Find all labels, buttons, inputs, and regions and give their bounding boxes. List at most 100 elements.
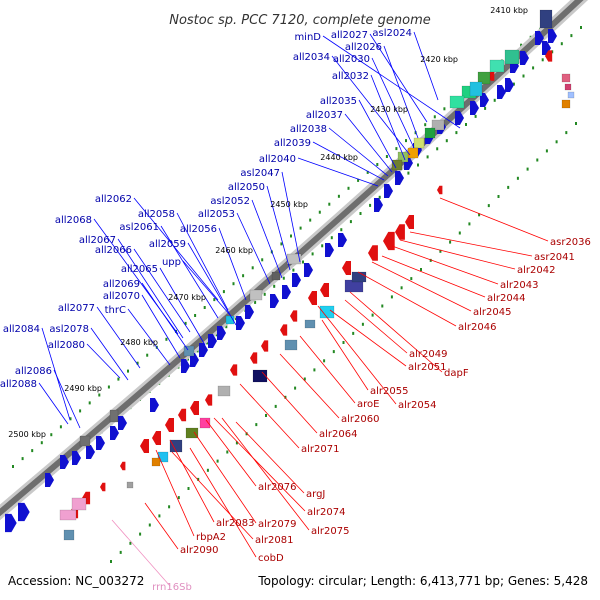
scale-dot-outer bbox=[251, 266, 254, 270]
reverse-gene-leader bbox=[193, 431, 257, 524]
forward-gene-leader bbox=[182, 260, 231, 316]
scale-dot-inner bbox=[110, 560, 112, 563]
reverse-gene-leader bbox=[279, 353, 340, 419]
gene-feature-block bbox=[169, 439, 183, 453]
gene-feature-block bbox=[351, 271, 367, 283]
reverse-gene-leader bbox=[171, 451, 254, 540]
reverse-gene-leader bbox=[329, 309, 407, 367]
forward-gene-label-all2067: all2067 bbox=[79, 235, 116, 246]
scale-dot-mid bbox=[349, 220, 352, 224]
scale-dot-inner bbox=[458, 231, 461, 235]
reverse-gene-arrow bbox=[205, 394, 213, 406]
scale-dot-inner bbox=[555, 140, 558, 144]
scale-dot-mid bbox=[570, 34, 573, 38]
forward-gene-arrow bbox=[395, 171, 404, 185]
gene-feature-block bbox=[199, 417, 211, 429]
gene-feature-block bbox=[319, 305, 335, 319]
forward-gene-arrow bbox=[217, 326, 226, 340]
forward-gene-arrow bbox=[236, 316, 245, 330]
scale-dot-inner bbox=[235, 441, 238, 445]
leader-layer bbox=[38, 31, 549, 587]
gene-feature-block bbox=[539, 9, 553, 29]
forward-gene-label-all2068: all2068 bbox=[55, 215, 92, 226]
scale-dot-mid bbox=[445, 139, 448, 143]
forward-gene-label-thrc: thrC bbox=[105, 305, 126, 316]
reverse-gene-leader bbox=[169, 439, 215, 523]
forward-gene-leader bbox=[331, 55, 411, 156]
forward-gene-label-all2062: all2062 bbox=[95, 194, 132, 205]
scale-dot-outer bbox=[290, 234, 292, 238]
scale-dot-outer bbox=[40, 441, 43, 445]
kbp-tick-2430-kbp: 2430 kbp bbox=[370, 105, 408, 114]
scale-dot-outer bbox=[127, 369, 129, 373]
forward-gene-leader bbox=[218, 227, 247, 301]
forward-gene-arrow bbox=[384, 184, 393, 198]
reverse-gene-leader bbox=[409, 231, 533, 257]
forward-gene-arrow bbox=[96, 436, 105, 450]
reverse-gene-label-alr2049: alr2049 bbox=[409, 349, 447, 360]
scale-dot-inner bbox=[429, 258, 432, 262]
forward-gene-arrow bbox=[374, 198, 383, 212]
reverse-gene-leader bbox=[299, 335, 356, 404]
scale-dot-inner bbox=[313, 368, 316, 372]
forward-gene-label-all2035: all2035 bbox=[320, 96, 357, 107]
scale-dot-outer bbox=[194, 314, 197, 317]
forward-gene-label-all2069: all2069 bbox=[103, 279, 140, 290]
forward-gene-label-all2088: all2088 bbox=[0, 379, 37, 390]
forward-gene-arrow bbox=[505, 78, 514, 92]
scale-dot-inner bbox=[332, 350, 335, 354]
scale-dot-inner bbox=[487, 204, 490, 208]
scale-dot-inner bbox=[545, 149, 548, 153]
scale-dot-inner bbox=[139, 532, 142, 536]
reverse-gene-leader bbox=[391, 245, 499, 285]
forward-gene-label-all2086: all2086 bbox=[15, 366, 52, 377]
scale-dot-mid bbox=[532, 66, 535, 70]
scale-dot-outer bbox=[328, 202, 331, 206]
scale-dot-inner bbox=[449, 240, 452, 244]
reverse-gene-label-alr2054: alr2054 bbox=[398, 400, 436, 411]
feature-layer bbox=[5, 9, 575, 541]
scale-dot-inner bbox=[400, 286, 403, 290]
reverse-gene-arrow bbox=[190, 401, 199, 415]
kbp-tick-2450-kbp: 2450 kbp bbox=[270, 200, 308, 209]
reverse-gene-label-dapf: dapF bbox=[444, 368, 469, 379]
reverse-gene-leader bbox=[344, 299, 408, 354]
reverse-gene-arrow bbox=[140, 439, 149, 453]
scale-dot-inner bbox=[361, 322, 364, 326]
scale-dot-mid bbox=[282, 276, 285, 280]
scale-dot-mid bbox=[369, 203, 372, 207]
gene-feature-block bbox=[71, 497, 87, 511]
reverse-gene-leader bbox=[357, 271, 457, 327]
scale-dot-mid bbox=[225, 325, 228, 329]
reverse-gene-leader bbox=[371, 261, 472, 312]
forward-gene-label-all2037: all2037 bbox=[306, 110, 343, 121]
reverse-gene-leader bbox=[221, 417, 310, 531]
forward-gene-label-all2065: all2065 bbox=[121, 264, 158, 275]
forward-gene-arrow bbox=[270, 294, 279, 308]
reverse-gene-arrow bbox=[250, 352, 258, 364]
reverse-gene-label-alr2081: alr2081 bbox=[255, 535, 293, 546]
forward-gene-arrow bbox=[455, 111, 464, 125]
forward-gene-leader bbox=[133, 197, 219, 301]
kbp-tick-2420-kbp: 2420 kbp bbox=[420, 55, 458, 64]
scale-dot-inner bbox=[468, 222, 471, 226]
gene-feature-block bbox=[217, 385, 231, 397]
reverse-gene-leader bbox=[317, 305, 397, 405]
scale-dot-outer bbox=[405, 139, 407, 143]
scale-dot-mid bbox=[254, 300, 257, 304]
reverse-gene-arrow bbox=[342, 261, 351, 275]
forward-gene-arrow bbox=[118, 416, 127, 430]
scale-dot-mid bbox=[359, 212, 362, 215]
forward-gene-leader bbox=[371, 57, 415, 149]
scale-dot-inner bbox=[274, 404, 277, 408]
scale-dot-inner bbox=[294, 386, 297, 390]
scale-dot-mid bbox=[292, 268, 295, 272]
forward-gene-leader bbox=[127, 308, 171, 366]
scale-dot-mid bbox=[436, 147, 439, 151]
reverse-gene-label-rbpa2: rbpA2 bbox=[196, 532, 226, 543]
scale-dot-inner bbox=[575, 122, 577, 125]
forward-gene-arrow bbox=[18, 502, 30, 522]
reverse-gene-arrow bbox=[395, 224, 405, 240]
scale-dot-outer bbox=[357, 178, 360, 182]
forward-gene-leader bbox=[117, 238, 184, 339]
